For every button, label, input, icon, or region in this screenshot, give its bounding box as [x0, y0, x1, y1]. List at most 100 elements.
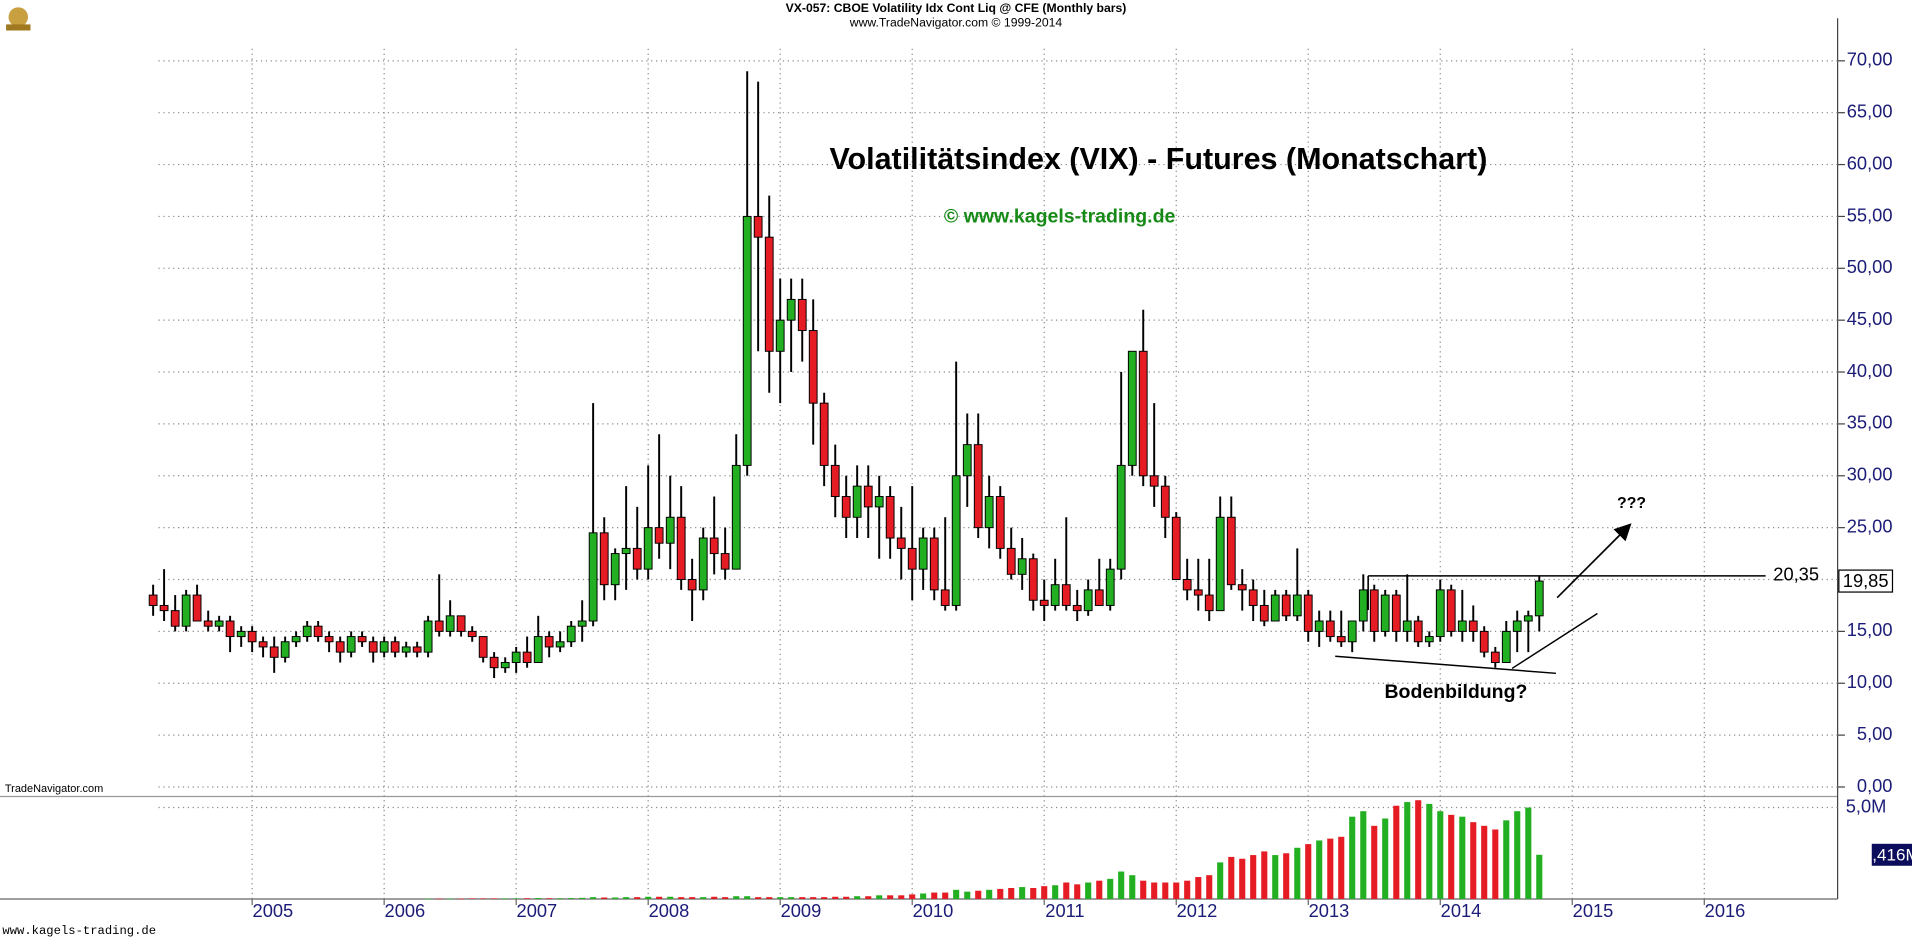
candle-body [753, 215, 763, 238]
volume-bar [502, 898, 509, 900]
candle-body [676, 516, 686, 581]
volume-bar [1228, 856, 1235, 899]
candle-body [962, 444, 972, 477]
candle-body [1380, 594, 1390, 632]
volume-bar [700, 897, 707, 899]
candle-body [1127, 350, 1137, 466]
volume-bar [1250, 855, 1257, 899]
chart-subtitle: © www.kagels-trading.de [944, 205, 1176, 227]
candle-body [313, 625, 323, 638]
volume-bar [1371, 825, 1378, 899]
last-close-label: 19,85 [1843, 570, 1889, 591]
volume-bar [1404, 802, 1411, 899]
candle-body [1457, 620, 1467, 632]
volume-bar [1382, 818, 1389, 899]
candle-body [1270, 594, 1280, 622]
candle-body [1435, 589, 1445, 638]
y-tick-label: 45,00 [1847, 308, 1893, 329]
candle-body [214, 620, 224, 627]
candle-body [764, 236, 774, 352]
candle-body [1281, 594, 1291, 617]
trend-lines [1335, 523, 1632, 675]
candle-body [555, 641, 565, 648]
candle-body [445, 615, 455, 632]
candle-body [1160, 485, 1170, 518]
volume-bar [1503, 820, 1510, 899]
volume-bar [579, 897, 586, 899]
volume-bar [1437, 811, 1444, 899]
x-tick-label: 2007 [517, 900, 558, 921]
candle-body [731, 464, 741, 570]
candle-body [1094, 589, 1104, 606]
annotation-pattern: Bodenbildung? [1384, 681, 1527, 703]
y-tick-label: 50,00 [1847, 256, 1893, 277]
candle-body [929, 537, 939, 591]
candle-body [511, 651, 521, 663]
volume-bar [1173, 882, 1180, 899]
support-line [1335, 655, 1556, 675]
candle-body [258, 641, 268, 648]
candle-body [170, 610, 180, 627]
last-close-badge [1838, 569, 1894, 593]
source-label: TradeNavigator.com [5, 783, 103, 795]
candle-body [1369, 589, 1379, 632]
x-tick-label: 2006 [385, 900, 426, 921]
candle-body [1017, 558, 1027, 575]
volume-bar [1514, 811, 1521, 899]
candle-body [159, 604, 169, 612]
volume-panel [425, 800, 1543, 900]
volume-bar [1360, 811, 1367, 899]
candle-body [1039, 599, 1049, 606]
volume-bar [590, 897, 597, 899]
y-tick-label: 30,00 [1847, 464, 1893, 485]
header-copyright: www.TradeNavigator.com © 1999-2014 [849, 15, 1063, 29]
volume-bar [436, 898, 443, 900]
volume-bar [788, 897, 795, 899]
volume-bar [1239, 858, 1246, 899]
candle-body [1512, 620, 1522, 632]
candle-body [577, 620, 587, 627]
candle-body [357, 636, 367, 643]
x-tick-label: 2010 [913, 900, 954, 921]
candle-body [1314, 620, 1324, 632]
candles [148, 71, 1544, 679]
candle-body [1215, 516, 1225, 612]
volume-bar [1063, 882, 1070, 899]
volume-bar [645, 896, 652, 899]
candle-body [1149, 475, 1159, 487]
volume-bar [1184, 880, 1191, 899]
volume-bar [909, 894, 916, 899]
volume-bar [810, 897, 817, 899]
y-tick-label: 40,00 [1847, 360, 1893, 381]
candle-body [346, 636, 356, 653]
volume-bar [1151, 882, 1158, 899]
volume-bar [535, 898, 542, 899]
candle-body [236, 630, 246, 638]
volume-bar [557, 898, 564, 899]
candle-body [1358, 589, 1368, 622]
candle-body [808, 330, 818, 404]
candle-body [951, 475, 961, 606]
candle-body [1292, 594, 1302, 617]
candle-body [874, 496, 884, 508]
candle-body [786, 298, 796, 321]
volume-bar [634, 897, 641, 899]
volume-bar [964, 891, 971, 899]
x-tick-label: 2008 [649, 900, 690, 921]
resistance-label: 20,35 [1773, 564, 1819, 585]
candle-body [1116, 464, 1126, 570]
y-tick-label: 25,00 [1847, 515, 1893, 536]
candle-body [709, 537, 719, 555]
candle-body [1391, 594, 1401, 632]
volume-bar [953, 889, 960, 899]
candle-body [797, 298, 807, 332]
candle-body [1424, 636, 1434, 643]
candle-body [863, 485, 873, 508]
volume-bar [1492, 829, 1499, 899]
y-tick-label: 5,00 [1857, 723, 1893, 744]
candle-body [1347, 620, 1357, 643]
volume-bar [425, 898, 432, 900]
candle-body [401, 646, 411, 653]
y-tick-label: 70,00 [1847, 49, 1893, 70]
